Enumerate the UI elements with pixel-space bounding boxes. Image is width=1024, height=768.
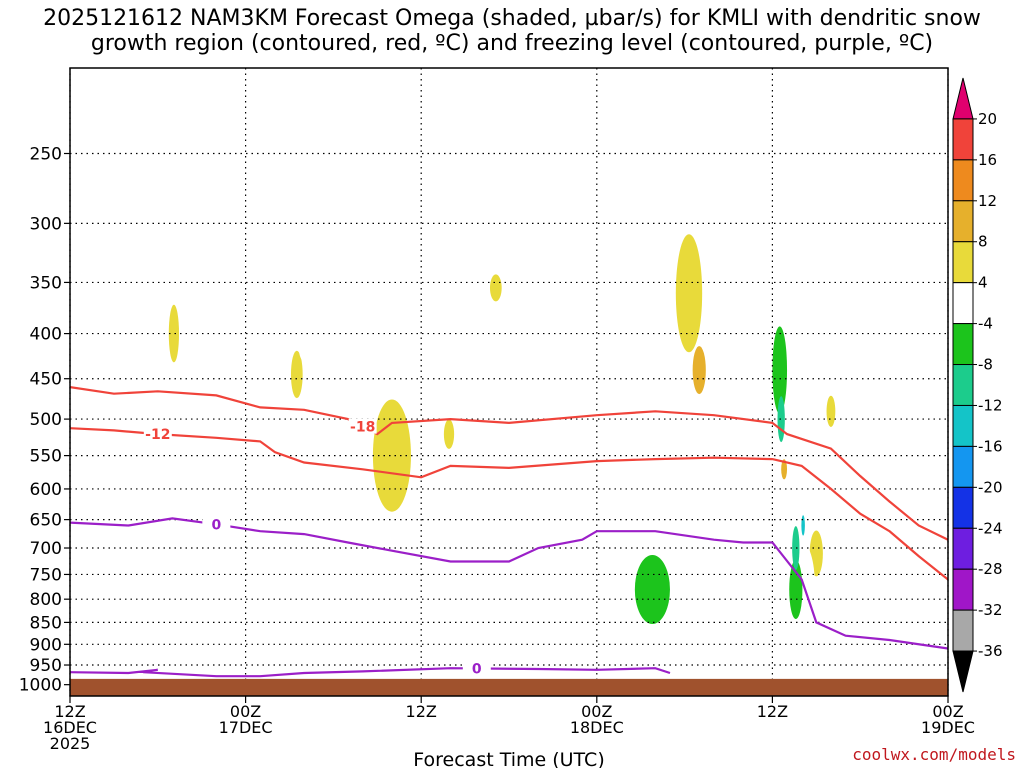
omega-region-12 <box>451 197 459 249</box>
ytick-label-700: 700 <box>30 539 62 559</box>
ytick-label-650: 650 <box>30 511 62 531</box>
xtick-label-2-0: 12Z <box>406 702 437 721</box>
colorbar-box-6 <box>952 323 974 366</box>
colorbar-label-9: -20 <box>978 478 1003 496</box>
colorbar-label-13: -36 <box>978 642 1003 660</box>
colorbar-label-1: 16 <box>978 151 997 169</box>
omega-region-11 <box>297 307 308 360</box>
omega-region-22 <box>886 629 922 643</box>
xtick-label-4-0: 12Z <box>757 702 788 721</box>
omega-region-8 <box>692 346 706 395</box>
omega-region-7 <box>826 395 836 427</box>
colorbar-top-arrow <box>952 77 974 120</box>
xtick-label-1-0: 00Z <box>230 702 261 721</box>
colorbar-box-1 <box>952 118 974 161</box>
ytick-label-550: 550 <box>30 447 62 467</box>
colorbar-box-5 <box>952 282 974 325</box>
colorbar-box-12 <box>952 568 974 611</box>
xtick-label-0-2: 2025 <box>50 734 91 753</box>
colorbar-label-2: 12 <box>978 192 997 210</box>
omega-region-15 <box>605 636 632 652</box>
omega-region-17 <box>729 234 771 353</box>
colorbar-box-7 <box>952 364 974 406</box>
omega-region-9 <box>781 459 788 480</box>
omega-region-3 <box>443 419 455 449</box>
colorbar-label-11: -28 <box>978 560 1003 578</box>
colorbar-bottom-arrow <box>952 650 974 693</box>
dgz-label-0: -12 <box>145 427 170 443</box>
colorbar-box-8 <box>952 404 974 447</box>
colorbar-box-4 <box>952 241 974 284</box>
xtick-label-3-0: 00Z <box>581 702 612 721</box>
xtick-label-3-1: 18DEC <box>570 718 624 737</box>
ytick-label-450: 450 <box>30 370 62 390</box>
xtick-label-5-1: 19DEC <box>921 718 975 737</box>
ytick-label-950: 950 <box>30 656 62 676</box>
colorbar-label-5: -4 <box>978 315 993 333</box>
ytick-label-250: 250 <box>30 144 62 164</box>
omega-region-5 <box>675 234 703 353</box>
colorbar-label-7: -12 <box>978 396 1003 414</box>
x-axis-label: Forecast Time (UTC) <box>413 749 604 768</box>
dgz-label-1: -18 <box>350 420 375 436</box>
colorbar-box-3 <box>952 200 974 243</box>
omega-region-27 <box>777 396 785 443</box>
omega-region-4 <box>489 274 502 302</box>
omega-region-25 <box>772 326 788 414</box>
colorbar-label-10: -24 <box>978 519 1003 537</box>
dgz-label-bg-0 <box>143 426 172 442</box>
freezing-line-0 <box>70 517 948 650</box>
xtick-label-1-1: 17DEC <box>219 718 273 737</box>
colorbar-label-8: -16 <box>978 437 1003 455</box>
dgz-line-1 <box>70 386 948 541</box>
colorbar-box-11 <box>952 527 974 570</box>
freezing-line-1 <box>70 667 671 678</box>
xtick-label-5-0: 00Z <box>932 702 963 721</box>
colorbar-label-12: -32 <box>978 601 1003 619</box>
ytick-label-900: 900 <box>30 635 62 655</box>
omega-region-19 <box>770 469 783 509</box>
colorbar-label-3: 8 <box>978 233 988 251</box>
terrain-band <box>70 678 948 696</box>
colorbar-box-2 <box>952 159 974 202</box>
ytick-label-1000: 1000 <box>19 676 62 696</box>
omega-region-23 <box>920 430 935 467</box>
dgz-label-bg-1 <box>348 418 377 434</box>
xtick-label-0-0: 12Z <box>54 702 85 721</box>
dgz-line-0 <box>70 427 948 581</box>
colorbar-label-6: -8 <box>978 356 993 374</box>
colorbar-box-13 <box>952 609 974 652</box>
ytick-label-800: 800 <box>30 590 62 610</box>
colorbar-label-4: 4 <box>978 274 988 292</box>
ytick-label-600: 600 <box>30 480 62 500</box>
ytick-label-500: 500 <box>30 410 62 430</box>
omega-region-0 <box>290 350 303 399</box>
ytick-label-400: 400 <box>30 325 62 345</box>
omega-region-10 <box>255 263 266 365</box>
freezing-label-bg-0 <box>202 516 231 532</box>
colorbar-label-0: 20 <box>978 110 997 128</box>
omega-region-2 <box>372 399 411 512</box>
freezing-label-1: 0 <box>472 661 482 677</box>
ytick-label-350: 350 <box>30 273 62 293</box>
freezing-label-bg-1 <box>462 660 491 676</box>
omega-region-24 <box>634 554 670 624</box>
credit-text: coolwx.com/models <box>852 745 1016 764</box>
chart-title-line1: 2025121612 NAM3KM Forecast Omega (shaded… <box>43 6 981 31</box>
chart-title-line2: growth region (contoured, red, ºC) and f… <box>90 31 934 56</box>
ytick-label-850: 850 <box>30 613 62 633</box>
colorbar-box-9 <box>952 445 974 488</box>
plot-frame <box>69 67 949 697</box>
colorbar-box-10 <box>952 486 974 529</box>
ytick-label-300: 300 <box>30 214 62 234</box>
freezing-label-0: 0 <box>211 517 221 533</box>
omega-region-28 <box>792 526 800 570</box>
ytick-label-750: 750 <box>30 565 62 585</box>
omega-region-1 <box>168 304 180 363</box>
xtick-label-0-1: 16DEC <box>43 718 97 737</box>
omega-region-29 <box>801 515 805 536</box>
